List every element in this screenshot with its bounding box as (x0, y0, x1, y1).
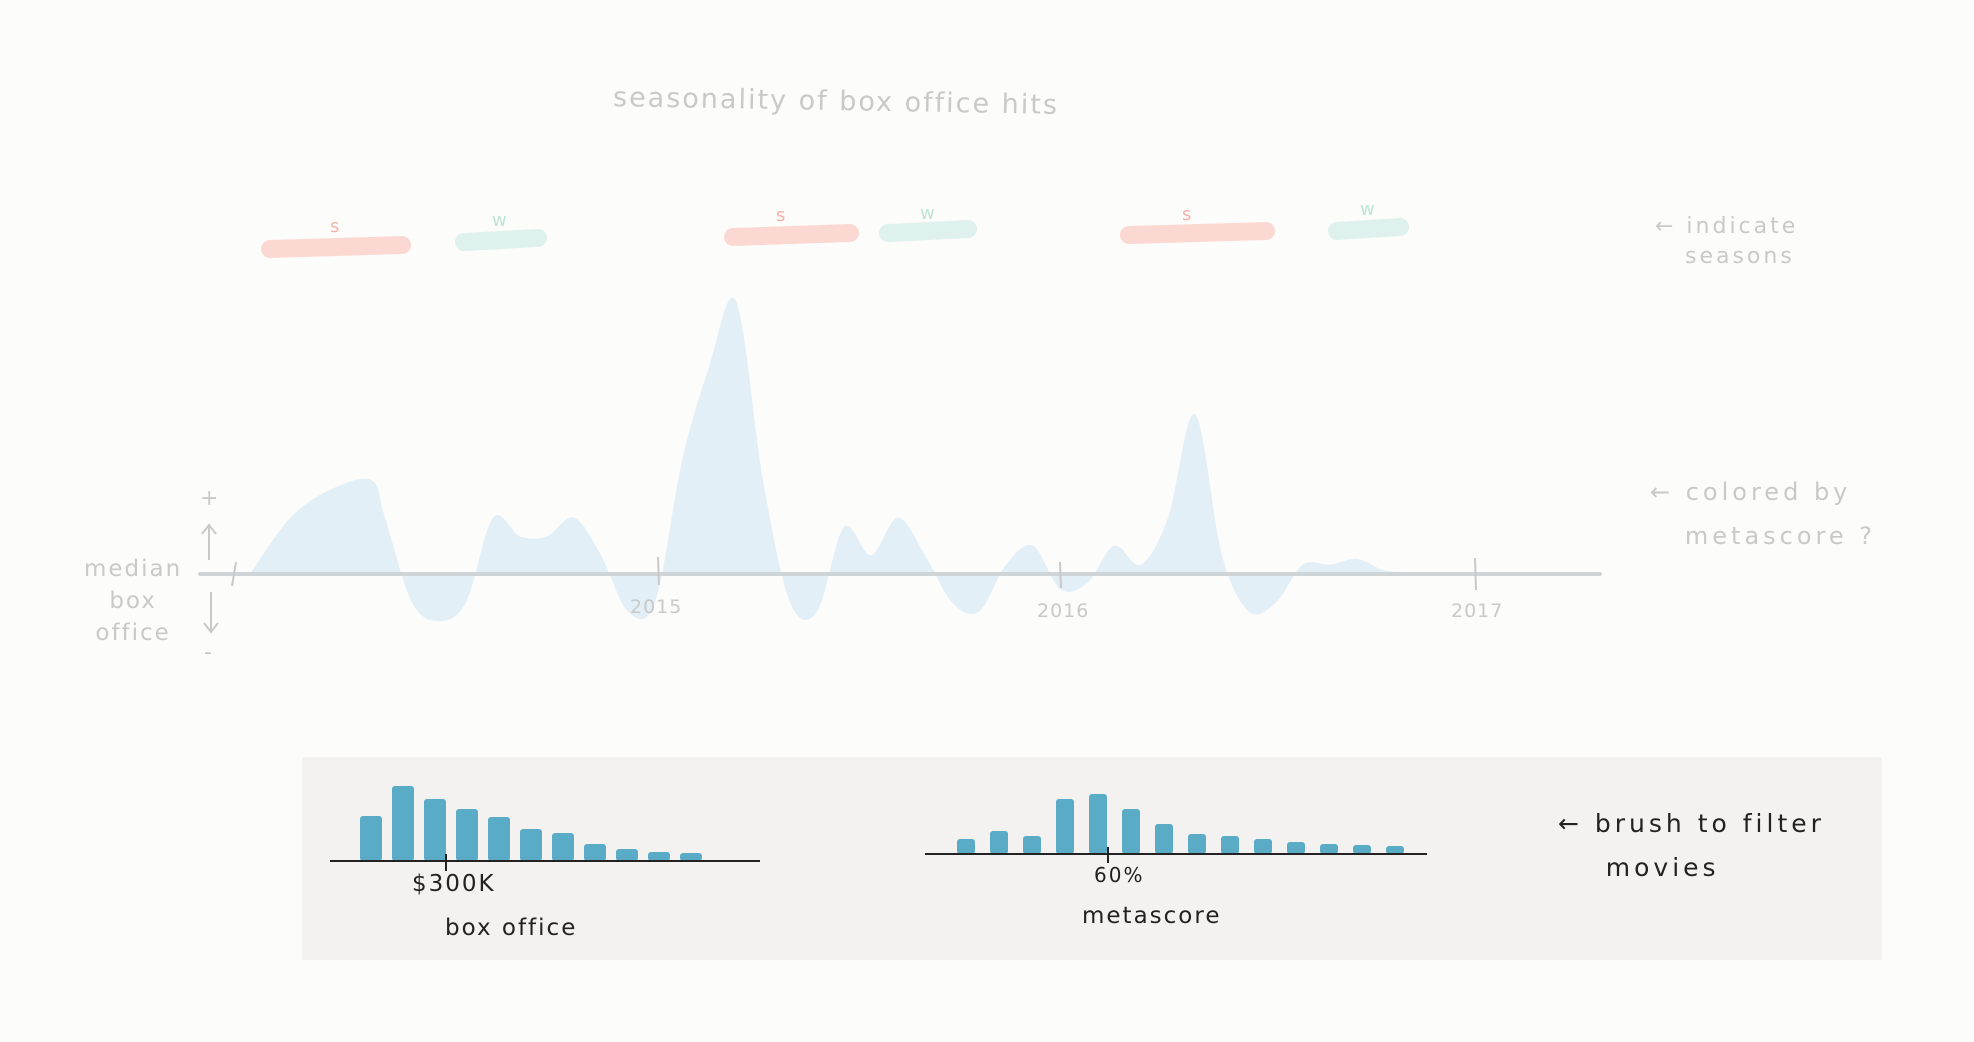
x-tick-start (231, 561, 237, 587)
season-band-winter (455, 229, 547, 251)
box-office-bar-8 (616, 849, 638, 861)
box-office-bar-4 (488, 817, 510, 861)
box-office-bar-7 (584, 844, 606, 861)
metascore-bar-7 (1188, 834, 1206, 854)
box-office-tick-label: $300K (412, 871, 496, 897)
metascore-bar-5 (1122, 809, 1140, 854)
season-band-summer (724, 224, 859, 246)
metascore-title: metascore (1082, 903, 1222, 929)
box-office-bar-6 (552, 833, 574, 861)
box-office-title: box office (445, 915, 578, 941)
season-band-summer (261, 236, 411, 258)
season-letter-winter: w (920, 203, 935, 224)
y-axis-up-arrowhead (201, 523, 217, 535)
season-letter-summer: s (1182, 204, 1192, 225)
x-tick-2016 (1059, 561, 1062, 589)
metascore-bar-12 (1353, 845, 1371, 854)
metascore-bar-11 (1320, 844, 1338, 854)
season-bands (261, 218, 1409, 258)
histograms (330, 786, 1427, 871)
metascore-bar-9 (1254, 839, 1272, 854)
season-letter-summer: s (330, 216, 340, 237)
box-office-histogram (360, 786, 702, 861)
metascore-bar-0 (957, 839, 975, 854)
metascore-bar-6 (1155, 824, 1173, 854)
x-tick-2017 (1474, 557, 1477, 591)
box-office-bar-9 (648, 852, 670, 861)
metascore-bar-2 (1023, 836, 1041, 854)
season-letter-winter: w (492, 210, 507, 231)
metascore-histogram (957, 794, 1404, 854)
season-band-summer (1120, 222, 1275, 244)
season-letter-summer: s (776, 205, 786, 226)
metascore-bar-3 (1056, 799, 1074, 854)
y-axis-down-arrowhead (203, 622, 219, 634)
y-axis-minus: - (204, 640, 214, 665)
color-annotation: ← colored by metascore ? (1650, 478, 1877, 550)
box-office-bar-5 (520, 829, 542, 861)
box-office-bar-1 (392, 786, 414, 861)
x-tick-label-2017: 2017 (1451, 600, 1504, 622)
season-band-winter (879, 220, 977, 242)
box-office-bar-10 (680, 853, 702, 861)
median-box-office-area (250, 297, 1600, 621)
box-office-bar-0 (360, 816, 382, 861)
brush-annotation: ← brush to filter movies (1558, 809, 1825, 882)
box-office-bar-3 (456, 809, 478, 861)
season-letter-winter: w (1360, 199, 1375, 220)
metascore-bar-4 (1089, 794, 1107, 854)
metascore-bar-8 (1221, 836, 1239, 854)
seasons-annotation: ← indicate seasons (1655, 214, 1799, 269)
y-axis-label: median box office (84, 556, 183, 646)
box-office-bar-2 (424, 799, 446, 861)
y-axis-plus: + (200, 486, 221, 511)
metascore-bar-1 (990, 831, 1008, 854)
metascore-tick-label: 60% (1094, 863, 1145, 887)
x-tick-2015 (657, 556, 660, 586)
metascore-bar-13 (1386, 846, 1404, 854)
season-band-winter (1328, 218, 1409, 240)
metascore-bar-10 (1287, 842, 1305, 854)
x-tick-label-2015: 2015 (630, 596, 683, 618)
filter-panel: $300K box office 60% metascore (302, 757, 1882, 960)
x-tick-label-2016: 2016 (1037, 600, 1090, 622)
